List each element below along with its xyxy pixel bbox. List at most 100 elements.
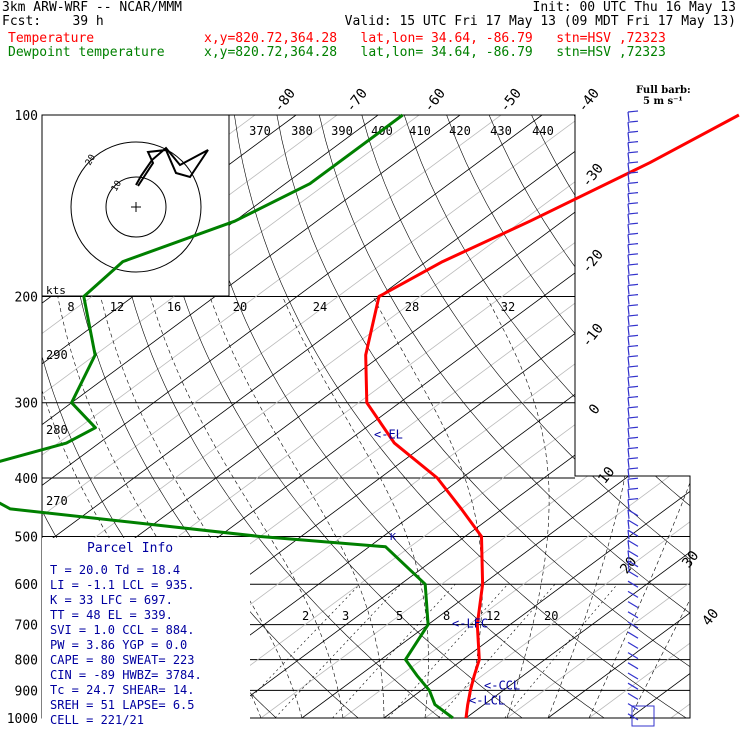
dry-adiabat xyxy=(234,115,687,718)
theta-lower-label: 270 xyxy=(46,494,68,508)
wind-barb xyxy=(627,141,639,144)
wind-barb xyxy=(627,611,639,619)
parcel-info-row: CIN = -89 HWBZ= 3784. xyxy=(50,668,202,682)
theta-label: 390 xyxy=(331,124,353,138)
pressure-tick-label: 400 xyxy=(15,472,38,487)
mixing-ratio-line xyxy=(231,583,361,718)
dewpoint-location: x,y=820.72,364.28 lat,lon= 34.64, -86.79… xyxy=(204,45,666,60)
wind-barb-flag xyxy=(627,438,630,448)
theta-label: 370 xyxy=(249,124,271,138)
wind-barb-flag xyxy=(627,448,630,458)
parcel-info-row: TT = 48 EL = 339. xyxy=(50,608,173,622)
wind-barb xyxy=(627,192,639,195)
wind-barb xyxy=(627,181,639,184)
wind-barb xyxy=(627,509,639,517)
isotherm-label: -80 xyxy=(271,86,299,116)
moist-adiabat xyxy=(629,296,690,718)
wind-barb xyxy=(627,529,639,537)
dry-adiabat xyxy=(488,115,690,718)
parcel-info-row: SREH = 51 LAPSE= 6.5 xyxy=(50,698,195,712)
wind-barb-flag xyxy=(627,244,630,254)
wind-barb xyxy=(627,601,639,609)
theta-lower-label: 290 xyxy=(46,348,68,362)
wind-barb xyxy=(627,110,639,113)
wind-barb xyxy=(627,580,639,588)
moist-adiabat xyxy=(57,296,262,718)
wind-barb-flag xyxy=(627,111,630,122)
wind-barb xyxy=(627,447,639,450)
surface-wind-symbol xyxy=(631,705,655,727)
isotherm-minor-line xyxy=(42,115,584,718)
wind-barb xyxy=(627,560,639,568)
wind-barb-flag xyxy=(627,193,630,203)
isotherm-minor-line xyxy=(588,115,690,718)
dry-adiabat xyxy=(361,115,690,718)
speed-scale-label: 28 xyxy=(405,300,419,314)
wind-barb xyxy=(627,498,639,501)
mixing-ratio-line xyxy=(274,583,402,718)
mixing-ratio-label: 12 xyxy=(486,609,500,623)
dry-adiabat xyxy=(106,115,441,718)
isotherm-line xyxy=(301,115,690,718)
dry-adiabat xyxy=(701,115,740,718)
wind-barb xyxy=(627,396,639,399)
wind-barb xyxy=(627,467,639,470)
header-valid: Valid: 15 UTC Fri 17 May 13 (09 MDT Fri … xyxy=(344,14,736,29)
wind-barb xyxy=(627,253,639,256)
wind-barb xyxy=(627,631,639,639)
speed-scale-label: 8 xyxy=(67,300,74,314)
wind-barb-flag xyxy=(627,550,630,560)
wind-barb xyxy=(627,487,639,490)
isotherm-label: 40 xyxy=(699,606,722,629)
wind-barb-flag xyxy=(627,417,630,428)
wind-barb xyxy=(627,713,639,721)
pressure-tick-label: 300 xyxy=(15,397,38,412)
wind-barb-flag xyxy=(627,295,630,305)
wind-barb-flag xyxy=(627,142,630,152)
wind-barb-flag xyxy=(627,132,630,142)
isotherm-minor-line xyxy=(424,115,690,718)
pressure-tick-label: 1000 xyxy=(7,712,38,727)
speed-scale-label: 24 xyxy=(313,300,327,314)
isotherm-label: 10 xyxy=(595,464,618,487)
dry-adiabat xyxy=(446,115,690,718)
hodograph-ring-label: 20 xyxy=(84,153,98,167)
pressure-tick-label: 100 xyxy=(15,109,38,124)
wind-barb xyxy=(627,161,639,164)
temperature-legend-label: Temperature xyxy=(8,31,95,46)
dewpoint-legend-label: Dewpoint temperature xyxy=(8,45,165,60)
wind-barb xyxy=(627,243,639,246)
wind-barb xyxy=(627,406,639,409)
temperature-location: x,y=820.72,364.28 lat,lon= 34.64, -86.79… xyxy=(204,31,666,46)
parcel-info-box xyxy=(42,538,250,720)
wind-barb-flag xyxy=(627,366,630,377)
wind-barb-flag xyxy=(627,458,630,468)
wind-barb-flag xyxy=(627,468,630,479)
mixing-ratio-label: 20 xyxy=(544,609,558,623)
wind-barb xyxy=(627,212,639,215)
dry-adiabat xyxy=(191,115,605,718)
theta-label: 410 xyxy=(409,124,431,138)
isotherm-label: 0 xyxy=(586,401,604,417)
mixing-ratio-label: 2 xyxy=(302,609,309,623)
wind-barb xyxy=(627,436,639,439)
wind-barb xyxy=(627,232,639,235)
parcel-info-row: T = 20.0 Td = 18.4 xyxy=(50,563,180,577)
wind-barb-flag xyxy=(627,499,630,509)
wind-barb xyxy=(627,334,639,337)
theta-label: 430 xyxy=(490,124,512,138)
pressure-tick-label: 200 xyxy=(15,291,38,306)
moist-adiabat xyxy=(150,296,344,718)
wind-barb xyxy=(627,477,639,480)
dry-adiabat xyxy=(658,115,690,718)
wind-barb xyxy=(627,355,639,358)
wind-barb-flag xyxy=(627,377,630,387)
wind-barb xyxy=(627,375,639,378)
wind-barb xyxy=(627,202,639,205)
theta-label: 420 xyxy=(449,124,471,138)
wind-barb xyxy=(627,692,639,700)
dry-adiabat xyxy=(319,115,690,718)
pressure-tick-label: 900 xyxy=(15,684,38,699)
header-title: 3km ARW-WRF -- NCAR/MMM xyxy=(2,0,183,15)
moist-adiabat xyxy=(588,296,690,718)
